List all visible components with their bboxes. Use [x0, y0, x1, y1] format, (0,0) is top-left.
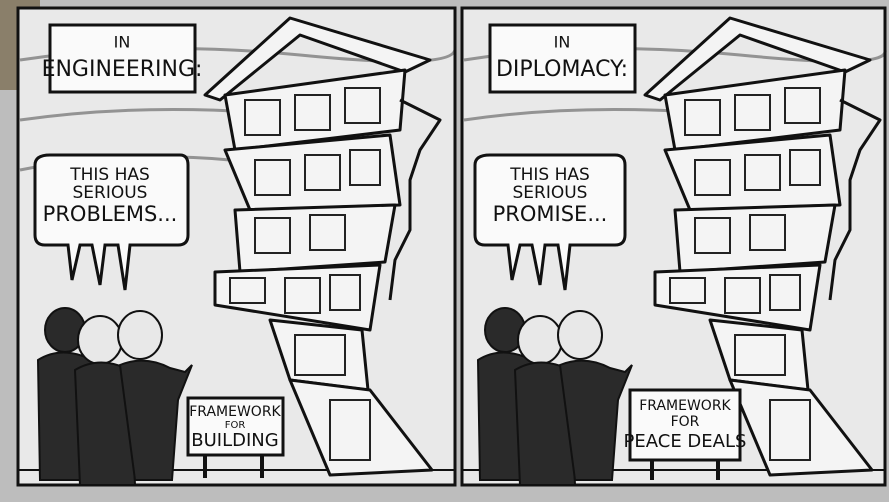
caption-box: [48, 23, 197, 94]
head: [557, 310, 603, 360]
onlookers: [476, 307, 633, 486]
floor: [233, 203, 397, 274]
speech-bubble: [33, 153, 190, 291]
sign: [186, 396, 285, 457]
speech-line: THIS HAS: [509, 165, 590, 185]
floor: [653, 263, 822, 332]
speech-line: SERIOUS: [73, 183, 148, 203]
tower: [203, 16, 442, 477]
head: [517, 315, 563, 365]
body: [558, 359, 633, 481]
sign-line: BUILDING: [191, 430, 278, 451]
speech-bubble: [473, 153, 627, 291]
floor: [288, 378, 434, 477]
sign-line: FRAMEWORK: [189, 404, 281, 420]
windows: [669, 87, 821, 461]
caption-line: IN: [114, 33, 131, 52]
head: [77, 315, 123, 365]
tower: [643, 16, 882, 477]
floor: [663, 133, 842, 212]
floor: [223, 68, 407, 152]
sign-line: FOR: [225, 420, 246, 431]
sign-line: PEACE DEALS: [624, 431, 747, 452]
sign-line: FRAMEWORK: [639, 398, 731, 414]
brace-wire: [388, 98, 442, 301]
floor: [223, 133, 402, 212]
floor: [663, 68, 847, 152]
caption-line: IN: [554, 33, 571, 52]
windows: [229, 87, 381, 461]
floor: [728, 378, 874, 477]
tower-holder: [643, 16, 882, 477]
speech-line: PROMISE...: [493, 202, 608, 226]
caption-line: DIPLOMACY:: [496, 57, 628, 82]
body: [118, 359, 193, 481]
panel: IN ENGINEERING: THIS HAS SERIOUS PROBLEM…: [16, 6, 457, 487]
speech-line: SERIOUS: [513, 183, 588, 203]
caption-line: ENGINEERING:: [42, 57, 203, 82]
floor: [213, 263, 382, 332]
speech-line: PROBLEMS...: [43, 202, 178, 226]
floor: [673, 203, 837, 274]
panel: IN DIPLOMACY: THIS HAS SERIOUS PROMISE..…: [460, 6, 887, 487]
brace-wire: [828, 98, 882, 301]
sign-line: FOR: [671, 414, 700, 430]
sign: [628, 388, 742, 462]
head: [117, 310, 163, 360]
caption-box: [488, 23, 637, 94]
speech-line: THIS HAS: [69, 165, 150, 185]
onlookers: [36, 307, 193, 486]
